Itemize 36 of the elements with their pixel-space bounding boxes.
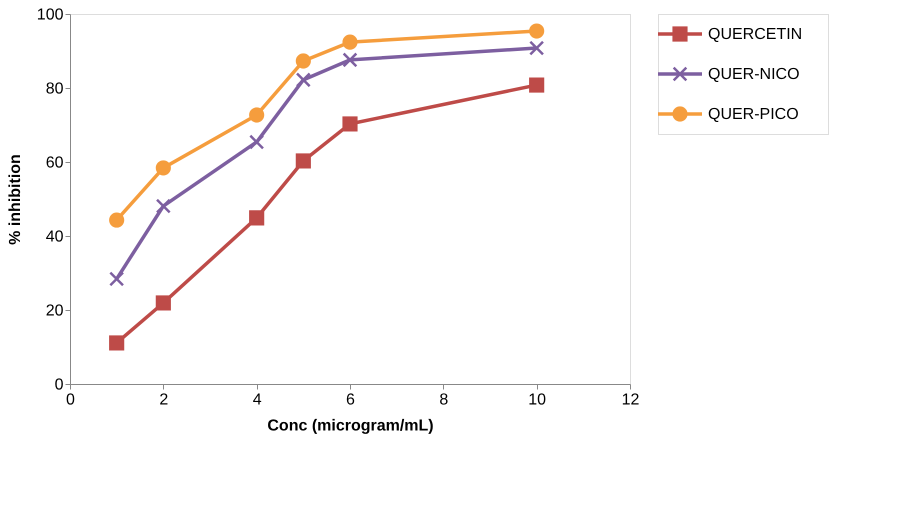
point	[249, 134, 264, 150]
point	[156, 295, 171, 311]
y-tick-label: 20	[46, 302, 64, 320]
point	[156, 160, 171, 176]
point	[249, 210, 264, 226]
point	[249, 107, 264, 123]
x-tick-label: 4	[252, 392, 262, 408]
y-tick-label: 40	[46, 228, 64, 246]
x-tick-label: 0	[66, 392, 76, 408]
x-tick-label: 10	[528, 392, 546, 408]
x-tick-label: 12	[622, 392, 640, 408]
point	[296, 72, 311, 88]
x-tick-label: 8	[439, 392, 448, 408]
point	[342, 52, 358, 68]
x-axis-title: Conc (microgram/mL)	[267, 418, 434, 434]
y-axis-title: % inhibition	[6, 154, 24, 245]
y-tick-label: 0	[54, 376, 64, 394]
point	[156, 198, 171, 214]
point	[529, 77, 544, 93]
point	[109, 212, 124, 228]
x-tick-label: 2	[159, 392, 168, 408]
legend-label: QUER-PICO	[708, 106, 799, 123]
legend-label: QUERCETIN	[708, 26, 802, 43]
y-tick-label: 80	[46, 80, 64, 98]
point	[109, 271, 124, 286]
y-tick-label: 60	[46, 154, 64, 172]
x-tick-label: 6	[346, 392, 356, 408]
point	[296, 153, 311, 168]
point	[296, 53, 311, 69]
point	[109, 335, 124, 351]
point	[529, 23, 544, 39]
point	[529, 40, 544, 56]
legend-label: QUER-NICO	[708, 66, 800, 83]
point	[342, 116, 358, 132]
y-tick-label: 100	[36, 6, 64, 24]
point	[342, 34, 358, 50]
